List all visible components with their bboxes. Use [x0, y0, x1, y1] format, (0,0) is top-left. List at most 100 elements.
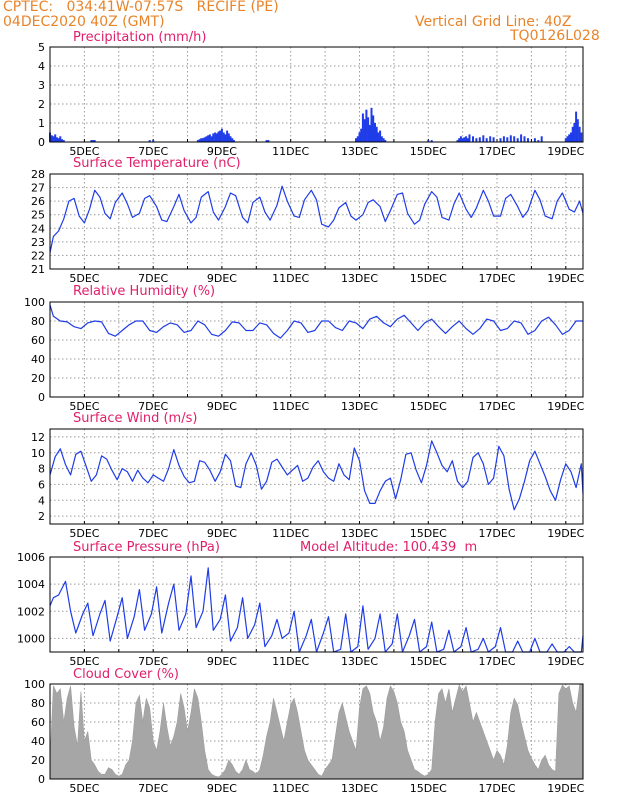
rh-series-line — [49, 304, 583, 339]
precip-bar — [217, 131, 220, 142]
precip-bar — [571, 126, 574, 142]
precip-bar — [570, 132, 572, 142]
precip-xtick-label: 7DEC — [138, 145, 168, 158]
wind-xtick-label: 19DEC — [547, 527, 584, 540]
precip-bar — [356, 136, 359, 142]
temp-xtick-label: 19DEC — [547, 272, 584, 285]
rh-ytick-label: 0 — [38, 391, 45, 404]
precip-bar — [203, 137, 206, 143]
precip-bar — [384, 140, 387, 142]
precip-bar — [564, 138, 567, 142]
temp-xtick-label: 13DEC — [341, 272, 378, 285]
wind-ytick-label: 10 — [31, 447, 45, 460]
precip-xtick-label: 15DEC — [410, 145, 447, 158]
precip-bar — [576, 119, 579, 142]
precip-bar — [200, 138, 203, 142]
precip-bar — [461, 138, 464, 142]
header-location: CPTEC: 034:41W-07:57S RECIFE (PE) — [3, 0, 279, 15]
precip-bar — [358, 132, 361, 142]
precip-bar — [229, 136, 232, 142]
precip-bar — [367, 117, 370, 142]
temp-xtick-label: 5DEC — [69, 272, 99, 285]
precip-bar — [566, 136, 569, 142]
pressure-xtick-label: 11DEC — [272, 655, 309, 668]
precip-xtick-label: 9DEC — [207, 145, 237, 158]
precip-bar — [61, 139, 63, 142]
cloud-title: Cloud Cover (%) — [73, 667, 179, 682]
cloud-xtick-label: 19DEC — [547, 782, 584, 795]
precip-bar — [427, 140, 430, 142]
precip-bar — [54, 134, 57, 142]
pressure-xtick-label: 17DEC — [478, 655, 515, 668]
pressure-xtick-label: 13DEC — [341, 655, 378, 668]
cloud-xtick-label: 5DEC — [69, 782, 99, 795]
pressure-ytick-label: 1000 — [17, 632, 45, 645]
precip-bar — [382, 138, 385, 142]
precip-bar — [377, 132, 380, 142]
wind-ytick-label: 6 — [38, 478, 45, 491]
precip-bar — [475, 138, 478, 142]
rh-xtick-label: 17DEC — [478, 400, 515, 413]
precip-bar — [220, 128, 223, 142]
precip-bar — [361, 113, 364, 142]
temp-frame — [49, 173, 584, 270]
cloud-xtick-label: 13DEC — [341, 782, 378, 795]
precip-bar — [492, 137, 495, 143]
precip-bar — [502, 136, 505, 142]
temp-title: Surface Temperature (nC) — [73, 156, 241, 171]
precip-bar — [355, 138, 357, 142]
precip-ytick-label: 0 — [38, 136, 45, 149]
precip-bar — [219, 130, 222, 142]
cloud-xtick-label: 7DEC — [138, 782, 168, 795]
precip-bar — [540, 136, 543, 142]
rh-xtick-label: 15DEC — [410, 400, 447, 413]
precip-ytick-label: 2 — [38, 98, 45, 111]
precip-bar — [90, 140, 93, 142]
precip-bar — [482, 135, 485, 142]
precip-bar — [55, 137, 58, 143]
precip-bar — [148, 140, 151, 142]
precip-bar — [466, 138, 469, 142]
wind-xtick-label: 17DEC — [478, 527, 515, 540]
precip-bar — [465, 136, 468, 142]
precip-ytick-label: 5 — [38, 41, 45, 54]
precip-bar — [516, 138, 519, 142]
pressure-title: Surface Pressure (hPa) — [73, 540, 220, 555]
cloud-area — [49, 683, 584, 780]
pressure-xtick-label: 7DEC — [138, 655, 168, 668]
precip-bar — [231, 138, 234, 142]
rh-frame — [49, 301, 584, 398]
precip-bar — [207, 135, 210, 142]
precip-bar — [478, 137, 481, 143]
wind-xtick-label: 15DEC — [410, 527, 447, 540]
pressure-xtick-label: 5DEC — [69, 655, 99, 668]
pressure-xtick-label: 9DEC — [207, 655, 237, 668]
temp-ytick-label: 22 — [31, 249, 45, 262]
precip-bar — [62, 140, 65, 142]
pressure-ytick-label: 1006 — [17, 551, 45, 564]
header-model-id: TQ0126L028 — [510, 28, 600, 44]
precip-bar — [527, 138, 529, 142]
temp-ytick-label: 28 — [31, 168, 45, 181]
cloud-xtick-label: 9DEC — [207, 782, 237, 795]
precip-bar — [374, 123, 376, 142]
precip-bar — [267, 140, 270, 142]
pressure-xtick-label: 15DEC — [410, 655, 447, 668]
precip-bar — [456, 140, 459, 142]
wind-frame — [49, 428, 584, 525]
precip-bar — [360, 128, 363, 142]
cloud-ytick-label: 40 — [31, 735, 45, 748]
precip-bar — [575, 111, 578, 142]
rh-ytick-label: 100 — [24, 296, 45, 309]
cloud-ytick-label: 80 — [31, 697, 45, 710]
precip-bar — [513, 136, 516, 142]
precip-bar — [214, 132, 217, 142]
precip-bar — [210, 136, 213, 142]
temp-ytick-label: 27 — [31, 182, 45, 195]
precip-ytick-label: 1 — [38, 117, 45, 130]
precip-bar — [57, 138, 60, 142]
precip-bar — [468, 134, 471, 142]
precip-bar — [227, 133, 230, 142]
precip-xtick-label: 13DEC — [341, 145, 378, 158]
precip-bar — [372, 115, 375, 142]
